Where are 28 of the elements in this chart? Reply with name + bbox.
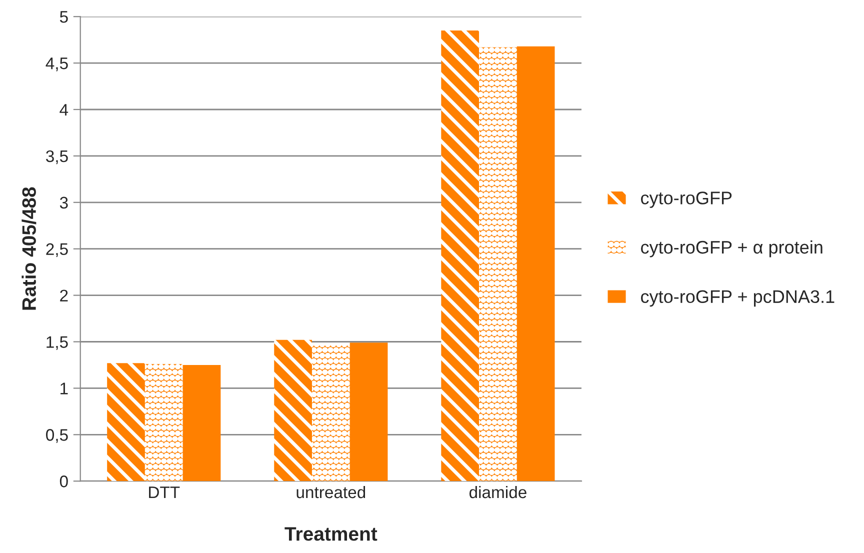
y-tick-label: 1,5 xyxy=(46,336,68,350)
legend-label: cyto-roGFP xyxy=(641,192,732,208)
bar xyxy=(441,30,480,482)
bar xyxy=(144,364,183,482)
bar xyxy=(516,46,555,482)
y-tick-label: 2 xyxy=(60,290,68,302)
y-tick-label: 3 xyxy=(60,196,68,209)
y-tick-label: 0 xyxy=(60,476,68,488)
y-tick-label: 5 xyxy=(60,11,68,23)
legend-label: cyto-roGFP + pcDNA3.1 xyxy=(641,290,834,307)
y-tick-label: 2,5 xyxy=(46,243,68,258)
y-tick-label: 0,5 xyxy=(46,429,68,443)
x-axis-title: Treatment xyxy=(284,527,378,541)
y-tick-label: 4 xyxy=(60,104,68,116)
bar xyxy=(479,47,517,482)
bar xyxy=(350,342,388,482)
legend-label: cyto-roGFP + α protein xyxy=(641,240,822,258)
y-tick-label: 3,5 xyxy=(46,150,68,164)
x-tick-label: diamide xyxy=(469,486,526,498)
bar xyxy=(312,344,350,482)
y-axis-title: Ratio 405/488 xyxy=(22,187,36,310)
x-tick-label: untreated xyxy=(296,486,366,498)
y-tick-label: 1 xyxy=(60,382,68,394)
bar xyxy=(107,363,145,482)
y-tick-label: 4,5 xyxy=(46,58,68,72)
x-tick-label: DTT xyxy=(149,486,180,498)
bar xyxy=(274,340,312,482)
bar xyxy=(182,364,221,482)
